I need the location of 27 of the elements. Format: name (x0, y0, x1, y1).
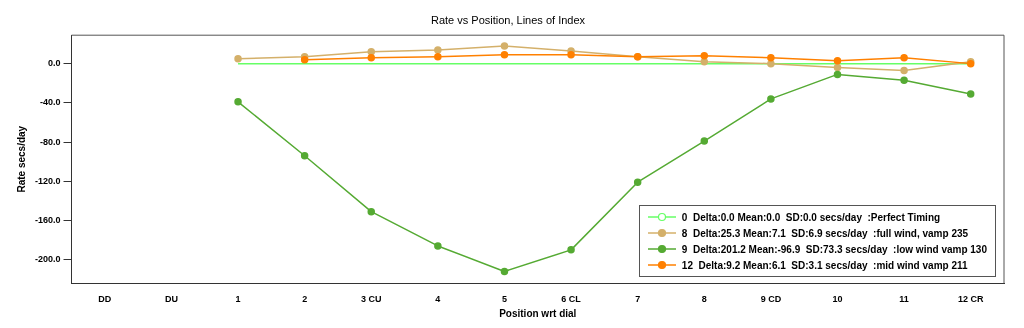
y-tick-label: -160.0 (34, 214, 61, 225)
y-axis-title: Rate secs/day (15, 125, 27, 193)
x-tick-label: 9 CD (760, 294, 782, 305)
x-tick-label: 8 (701, 294, 707, 305)
x-tick-label: DU (164, 294, 178, 305)
legend-label: 0 Delta:0.0 Mean:0.0 SD:0.0 secs/day :Perfect Timing (681, 211, 941, 223)
y-tick-label: -200.0 (34, 254, 61, 265)
legend-label: 9 Delta:201.2 Mean:-96.9 SD:73.3 secs/day :low wind vamp 130 (681, 243, 987, 255)
x-tick-label: 7 (635, 294, 641, 305)
x-tick-label: DD (98, 294, 112, 305)
x-tick-label: 1 (235, 294, 241, 305)
x-tick-label: 4 (435, 294, 441, 305)
y-tick-label: -80.0 (40, 136, 61, 147)
x-tick-label: 12 CR (957, 294, 984, 305)
x-tick-label: 6 CL (561, 294, 582, 305)
y-tick-label: -120.0 (34, 175, 61, 186)
x-tick-label: 2 (302, 294, 308, 305)
y-tick-label: -40.0 (40, 97, 61, 108)
chart-title: Rate vs Position, Lines of Index (430, 13, 586, 26)
legend-label: 12 Delta:9.2 Mean:6.1 SD:3.1 secs/day :mid wind vamp 211 (681, 259, 968, 271)
y-tick-label: 0.0 (48, 58, 61, 69)
x-tick-label: 3 CU (360, 294, 382, 305)
legend-label: 8 Delta:25.3 Mean:7.1 SD:6.9 secs/day :full wind, vamp 235 (681, 227, 969, 239)
x-tick-label: 10 (832, 294, 843, 305)
x-tick-label: 5 (501, 294, 507, 305)
x-tick-label: 11 (899, 294, 909, 305)
x-axis-title: Position wrt dial (499, 307, 577, 319)
